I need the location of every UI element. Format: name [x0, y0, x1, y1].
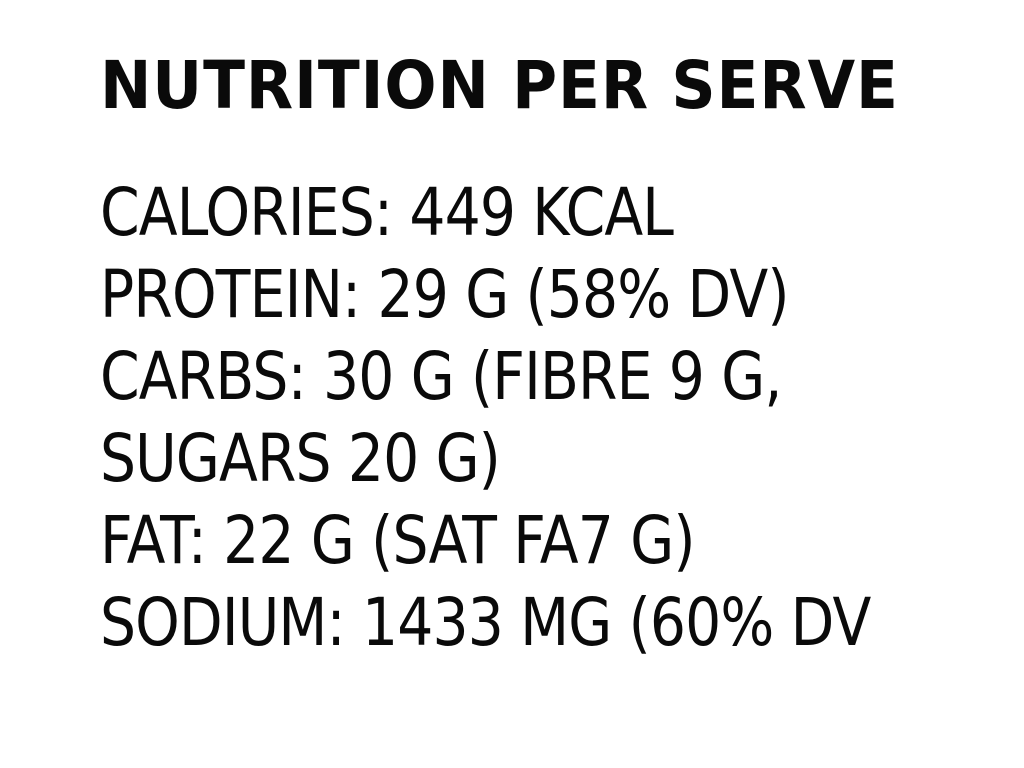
nutrition-lines: CALORIES: 449 KCAL PROTEIN: 29 G (58% DV… — [100, 172, 996, 664]
fat-line: FAT: 22 G (SAT FA7 G) — [100, 502, 695, 579]
protein-line: PROTEIN: 29 G (58% DV) — [100, 256, 790, 333]
sugars-line: SUGARS 20 G) — [100, 420, 501, 497]
carbs-line: CARBS: 30 G (FIBRE 9 G, — [100, 338, 782, 415]
nutrition-title: NUTRITION PER SERVE — [100, 47, 899, 124]
calories-line: CALORIES: 449 KCAL — [100, 174, 674, 251]
sodium-line: SODIUM: 1433 MG (60% DV — [100, 584, 871, 661]
